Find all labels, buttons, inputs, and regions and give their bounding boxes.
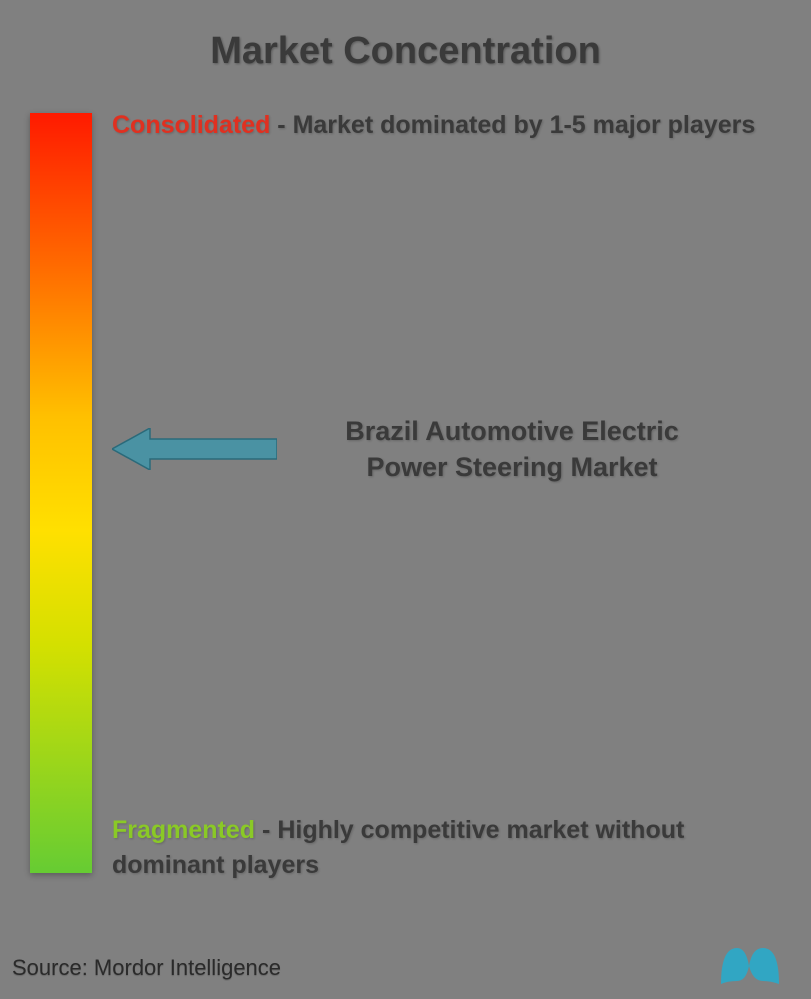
consolidated-highlight: Consolidated [112, 111, 270, 139]
fragmented-highlight: Fragmented [112, 816, 255, 844]
right-content: Consolidated - Market dominated by 1-5 m… [92, 103, 786, 903]
infographic-container: Market Concentration Consolidated - Mark… [0, 0, 811, 999]
page-title: Market Concentration [25, 30, 786, 73]
consolidated-text: - Market dominated by 1-5 major players [277, 111, 755, 139]
market-indicator-row: Brazil Automotive Electric Power Steerin… [112, 413, 722, 486]
fragmented-label: Fragmented - Highly competitive market w… [112, 813, 776, 883]
content-area: Consolidated - Market dominated by 1-5 m… [25, 103, 786, 903]
mordor-logo-icon [713, 936, 793, 991]
consolidated-label: Consolidated - Market dominated by 1-5 m… [112, 108, 786, 143]
arrow-left-icon [112, 428, 277, 470]
concentration-gradient-scale [30, 113, 92, 873]
market-name-label: Brazil Automotive Electric Power Steerin… [302, 413, 722, 486]
source-attribution: Source: Mordor Intelligence [12, 955, 281, 981]
